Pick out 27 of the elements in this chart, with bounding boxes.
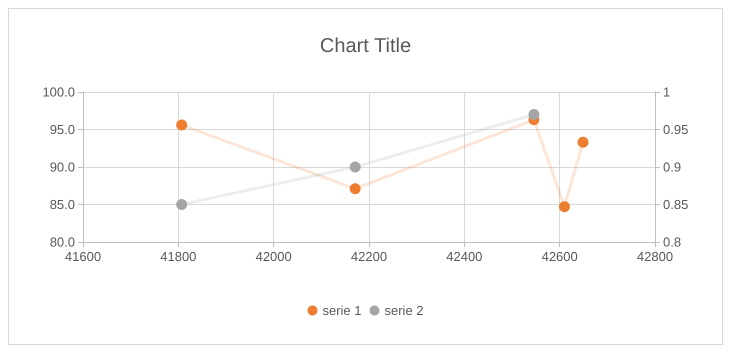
legend-label: serie 1: [322, 303, 362, 318]
point: [528, 109, 540, 120]
point: [176, 199, 188, 210]
point: [558, 201, 570, 212]
point: [350, 183, 361, 194]
x-tick-label: 42200: [350, 249, 388, 264]
legend-label: serie 2: [384, 303, 424, 318]
x-tick-label: 42000: [256, 249, 292, 264]
y-tick-label: 95.0: [50, 122, 75, 137]
y2-tick-label: 1: [663, 84, 670, 100]
y2-tick-label: 0.95: [663, 122, 688, 137]
x-tick-label: 42400: [446, 249, 482, 264]
x-tick-label: 42800: [636, 249, 674, 264]
y-tick-label: 90.0: [50, 160, 75, 174]
point: [176, 120, 188, 130]
y2-tick-label: 0.9: [663, 160, 682, 174]
y-tick-label: 80.0: [50, 234, 75, 250]
y2-tick-label: 0.85: [663, 197, 688, 212]
x-tick-label: 41600: [64, 249, 102, 264]
y-tick-label: 100.0: [42, 84, 75, 100]
y-tick-label: 85.0: [50, 197, 75, 212]
chart-title: Chart Title: [320, 35, 412, 57]
x-tick-label: 41800: [160, 249, 196, 264]
x-tick-label: 42600: [542, 249, 578, 264]
y2-tick-label: 0.8: [663, 234, 682, 250]
point: [350, 162, 361, 172]
point: [578, 136, 589, 148]
